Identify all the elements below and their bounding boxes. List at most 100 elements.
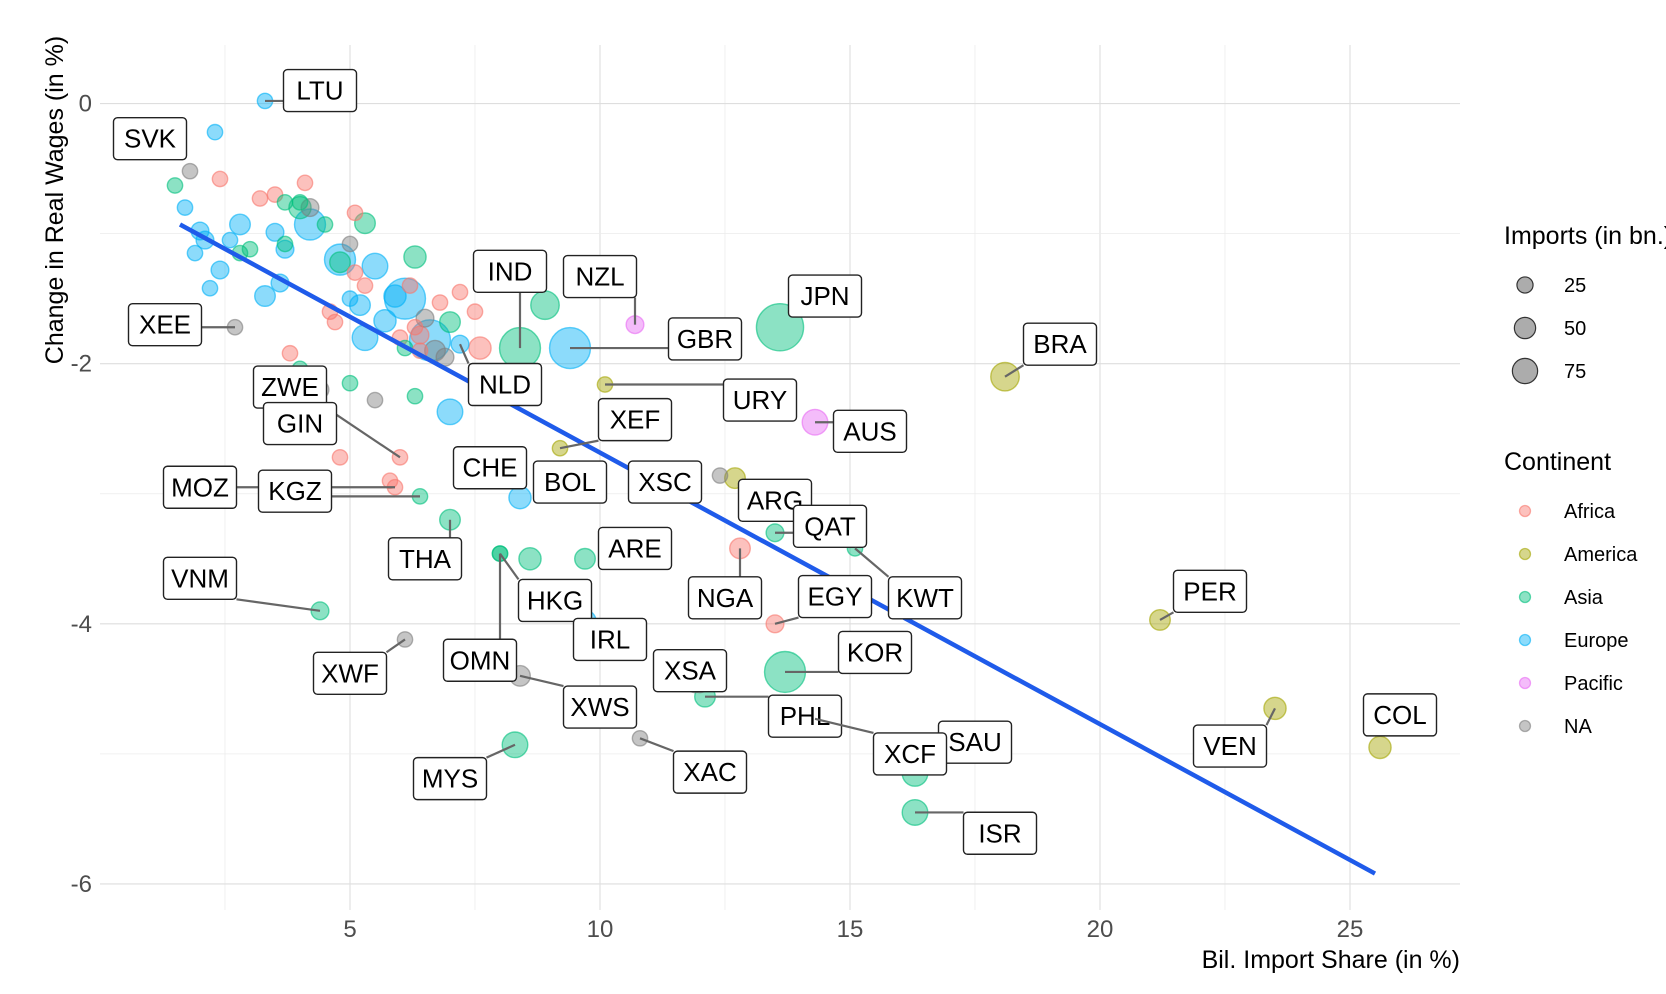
point-label: COL [1373,700,1426,730]
y-tick-label: -6 [71,871,92,898]
point-label: XSC [638,467,691,497]
point-label-box [872,732,948,776]
point-label-group: CHE [452,446,528,490]
point-label-box [627,460,703,504]
point-label: ZWE [261,372,319,402]
point-label: GIN [277,409,323,439]
size-legend-marker [1516,276,1534,294]
data-point [326,313,344,331]
color-legend-marker [1518,590,1532,604]
data-point [406,318,424,336]
point-label-box [452,446,528,490]
point-label-group: IRL [572,617,648,662]
point-label-group: BRA [1004,322,1098,378]
point-label-group: PER [1159,569,1248,621]
data-point [281,344,299,362]
point-label: XCF [884,739,936,769]
point-label: LTU [296,76,343,106]
point-label: NLD [479,369,531,399]
point-label-group: COL [1362,693,1438,737]
point-label-box [1192,724,1268,768]
point-label-group: XWF [312,638,406,695]
data-point [373,308,397,333]
point-label: THA [399,544,452,574]
point-label-box [652,648,728,693]
point-label-group: IND [472,249,548,349]
data-point [275,239,295,259]
x-axis-ticks: 5 10 15 20 25 [343,916,1363,943]
data-point [210,260,230,280]
label-leader-line [325,407,401,459]
point-label: PER [1183,576,1236,606]
data-point [346,204,364,222]
color-legend-items: Africa America Asia Europe Pacific NA [1518,501,1638,738]
point-label: XAC [683,757,736,787]
data-point [201,279,219,297]
point-label: MOZ [171,472,229,502]
size-legend-marker [1511,357,1539,385]
data-point [254,285,276,308]
point-label-box [262,401,338,446]
point-label-box [722,378,798,422]
point-label: ARE [608,533,661,563]
point-label: XSA [664,656,717,686]
point-label: IRL [590,624,630,654]
point-label: EGY [808,582,863,612]
data-point [530,290,560,321]
label-leader-line [458,343,470,364]
point-label-box [687,576,763,620]
point-label-group: XEE [127,302,235,347]
size-legend-title: Imports (in bn.) [1504,222,1666,250]
point-label-box [467,362,543,407]
x-tick-label: 10 [587,916,614,943]
data-point [346,264,364,281]
point-label-group: EGY [774,574,873,625]
point-label-group: URY [605,378,798,422]
point-label-group: XSC [627,460,703,504]
color-legend-marker [1518,504,1532,518]
color-legend-label: Europe [1564,630,1629,652]
data-point [349,294,371,317]
point-label-box [517,578,593,623]
point-label-box [387,537,463,581]
point-label-group: AUS [815,409,908,454]
point-label-group: NZL [562,254,638,325]
point-label-box [1022,322,1098,366]
data-point [439,311,461,334]
trend-line-group [178,222,1377,876]
y-axis-title: Change in Real Wages (in %) [41,36,69,364]
label-leader-line [1004,364,1025,378]
point-label: QAT [804,511,856,541]
data-point [366,391,384,409]
x-tick-label: 15 [837,916,864,943]
data-point [181,162,199,180]
point-label: OMN [450,645,511,675]
data-point [431,294,449,311]
point-label-box [797,574,873,619]
data-point [331,448,349,466]
point-label: XWF [321,658,379,688]
point-label-group: KOR [785,630,913,675]
x-tick-label: 20 [1087,916,1114,943]
point-label-box [442,638,518,682]
data-point [711,467,729,484]
point-label-group: NGA [687,548,763,620]
data-point [508,485,532,510]
x-tick-label: 5 [343,916,356,943]
point-label-group: XEF [559,397,673,450]
y-tick-label: -2 [71,351,92,378]
data-point [518,547,542,571]
data-point [329,251,351,274]
point-label-box [112,116,188,161]
label-leader-line [1265,707,1276,726]
point-label-group: XSA [652,648,728,693]
point-label: BRA [1033,329,1087,359]
label-leader-line [236,598,321,612]
data-point [341,374,359,392]
point-label-group: KWT [854,547,963,620]
color-legend-label: Pacific [1564,673,1623,695]
point-label: NZL [575,262,624,292]
data-point [288,195,312,220]
point-label-group: PHL [705,694,843,738]
